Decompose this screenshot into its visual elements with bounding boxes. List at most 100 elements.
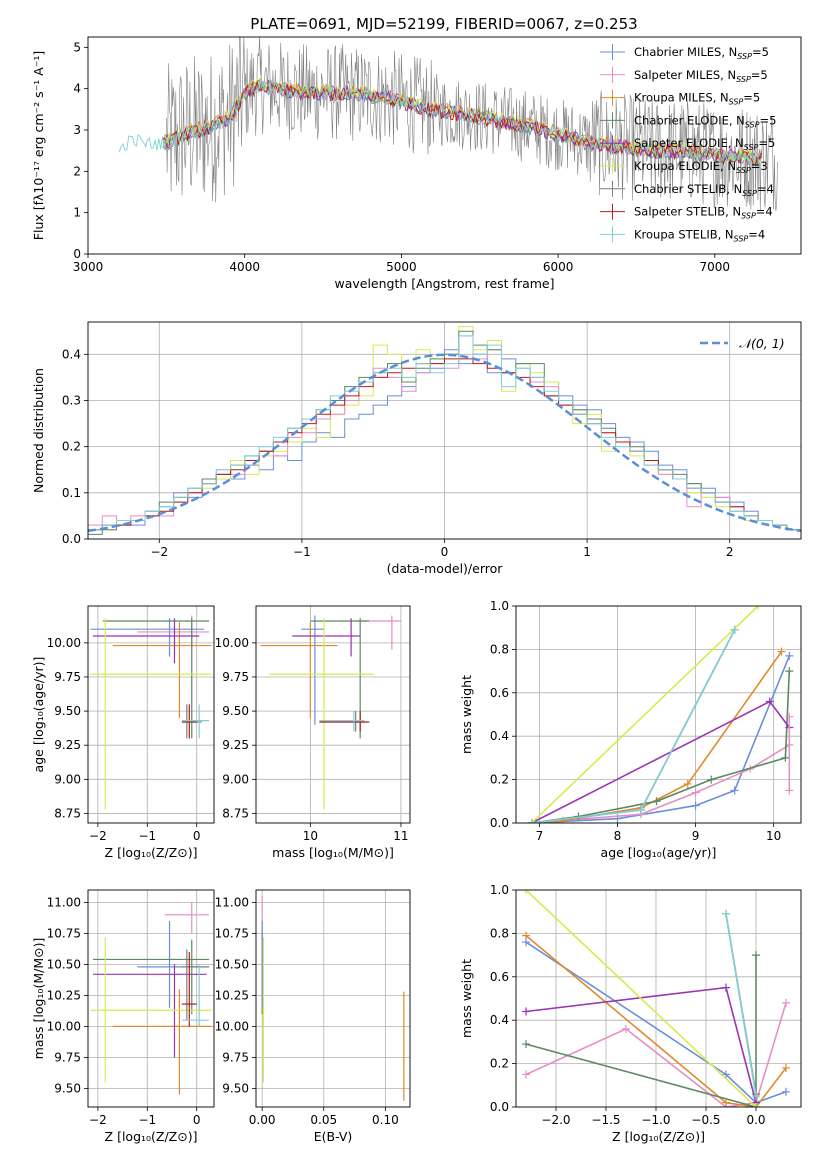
weight-line	[525, 890, 757, 1107]
y-tick-label: 1	[73, 206, 81, 220]
weight-marker	[782, 1063, 790, 1072]
weight-marker	[522, 1007, 530, 1016]
y-tick-label: 10.50	[215, 957, 249, 971]
x-tick-label: 1	[583, 545, 591, 559]
weight-marker	[722, 983, 730, 992]
x-tick-label: 7000	[700, 260, 731, 274]
y-tick-label: 1.0	[490, 599, 509, 613]
plot-area	[261, 896, 405, 1101]
y-axis-label: Normed distribution	[31, 368, 46, 493]
y-tick-label: 9.75	[54, 1050, 81, 1064]
weight-marker	[781, 753, 790, 762]
x-tick-label: −0.5	[691, 1113, 720, 1127]
panel-weight-Z: −2.0 −1.5 −1.0 −0.5 0.0 0.0 0.2 0.4 0.6 0.8 1.0 Z […	[459, 883, 802, 1144]
axes-frame	[87, 605, 215, 824]
weight-marker	[730, 625, 739, 634]
x-axis-label: E(B-V)	[314, 1129, 353, 1144]
legend-entry: Kroupa STELIB, NSSP=4	[634, 227, 765, 243]
model-spectrum	[118, 77, 761, 166]
weight-marker	[527, 819, 536, 823]
y-tick-label: 0.8	[490, 642, 509, 656]
axes-frame	[87, 889, 215, 1108]
y-tick-label: 10.00	[215, 636, 249, 650]
y-tick-label: 10.25	[47, 988, 81, 1002]
model-spectrum	[162, 79, 762, 166]
weight-marker	[522, 931, 530, 940]
y-tick-label: 0.0	[490, 816, 509, 830]
x-tick-label: 0	[193, 1113, 201, 1127]
y-tick-label: 10.50	[47, 957, 81, 971]
x-tick-label: −1	[138, 829, 156, 843]
y-tick-label: 0	[73, 247, 81, 261]
y-tick-label: 0.6	[490, 686, 509, 700]
y-tick-label: 10.25	[215, 988, 249, 1002]
panel-mass-Z: −2 −1 0 9.50 9.75 10.00 10.25 10.50 10.75 11.00 Z …	[31, 889, 215, 1144]
y-tick-label: 3	[73, 123, 81, 137]
plot-area	[522, 890, 790, 1107]
y-tick-label: 0.1	[62, 486, 81, 500]
y-tick-label: 0.3	[62, 393, 81, 407]
x-tick-label: −1	[138, 1113, 156, 1127]
weight-line	[525, 1002, 787, 1107]
weight-marker	[730, 786, 739, 795]
weight-marker	[765, 697, 774, 706]
y-axis-label: mass [log₁₀(M/M⊙)]	[31, 938, 46, 1060]
y-axis-label: age [log₁₀(age/yr)]	[31, 657, 46, 773]
x-tick-label: −2	[89, 829, 107, 843]
x-tick-label: 9	[692, 829, 700, 843]
y-tick-label: 0.4	[62, 347, 81, 361]
x-axis-label: age [log₁₀(age/yr)]	[601, 845, 717, 860]
y-tick-label: 1.0	[490, 883, 509, 897]
x-tick-label: −2	[89, 1113, 107, 1127]
panel-residuals: −2 −1 0 1 2 0.0 0.1 0.2 0.3 0.4 (data-model)/error…	[31, 321, 802, 576]
plot-area	[90, 902, 212, 1095]
weight-marker	[683, 779, 692, 788]
weight-marker	[785, 786, 794, 795]
x-tick-label: −2.0	[541, 1113, 570, 1127]
y-tick-label: 10.75	[47, 926, 81, 940]
x-axis-label: (data-model)/error	[387, 561, 504, 576]
weight-marker	[752, 1103, 760, 1107]
normal-curve	[88, 353, 801, 533]
x-tick-label: 0.05	[310, 1113, 337, 1127]
y-tick-label: 9.25	[222, 738, 249, 752]
y-tick-label: 9.50	[222, 1081, 249, 1095]
weight-marker	[785, 712, 794, 721]
x-tick-label: 0.10	[372, 1113, 399, 1127]
weight-marker	[752, 1092, 760, 1101]
x-tick-label: 0.00	[249, 1113, 276, 1127]
x-tick-label: 11	[393, 829, 408, 843]
y-tick-label: 9.75	[222, 670, 249, 684]
y-tick-label: 0.2	[62, 440, 81, 454]
axes-frame	[87, 321, 802, 540]
x-axis-label: mass [log₁₀(M/M⊙)]	[272, 845, 394, 860]
plot-area	[527, 606, 794, 823]
y-tick-label: 0.0	[490, 1100, 509, 1114]
y-tick-label: 0.2	[490, 1057, 509, 1071]
legend-entry: Salpeter ELODIE, NSSP=5	[634, 136, 775, 152]
weight-marker	[777, 647, 786, 656]
y-axis-label: mass weight	[459, 675, 474, 754]
weight-marker	[785, 651, 794, 660]
y-tick-label: 11.00	[215, 895, 249, 909]
axes-frame	[255, 605, 411, 824]
panel-mass-EBV: 0.00 0.05 0.10 9.50 9.75 10.00 10.25 10.50 10.75…	[215, 889, 411, 1144]
legend-entry: Kroupa MILES, NSSP=5	[634, 91, 760, 107]
y-tick-label: 9.00	[54, 772, 81, 786]
y-tick-label: 9.75	[54, 670, 81, 684]
weight-marker	[691, 801, 700, 810]
panel-spectrum: 3000 4000 5000 6000 7000 0 1 2 3 4 5 wavelength [An…	[31, 36, 802, 291]
x-tick-label: 4000	[229, 260, 260, 274]
weight-marker	[752, 951, 760, 960]
x-tick-label: 6000	[543, 260, 574, 274]
y-tick-label: 10.00	[47, 636, 81, 650]
weight-marker	[785, 667, 794, 676]
x-tick-label: 0	[441, 545, 449, 559]
legend-entry: Salpeter STELIB, NSSP=4	[634, 205, 773, 221]
panel-weight-age: 7 8 9 10 0.0 0.2 0.4 0.6 0.8 1.0 age [log₁₀(age/yr…	[459, 599, 802, 860]
weight-line	[725, 913, 757, 1097]
y-tick-label: 9.50	[54, 1081, 81, 1095]
weight-line	[531, 700, 790, 823]
axes-frame	[255, 889, 411, 1108]
figure-title: PLATE=0691, MJD=52199, FIBERID=0067, z=0…	[250, 15, 637, 33]
